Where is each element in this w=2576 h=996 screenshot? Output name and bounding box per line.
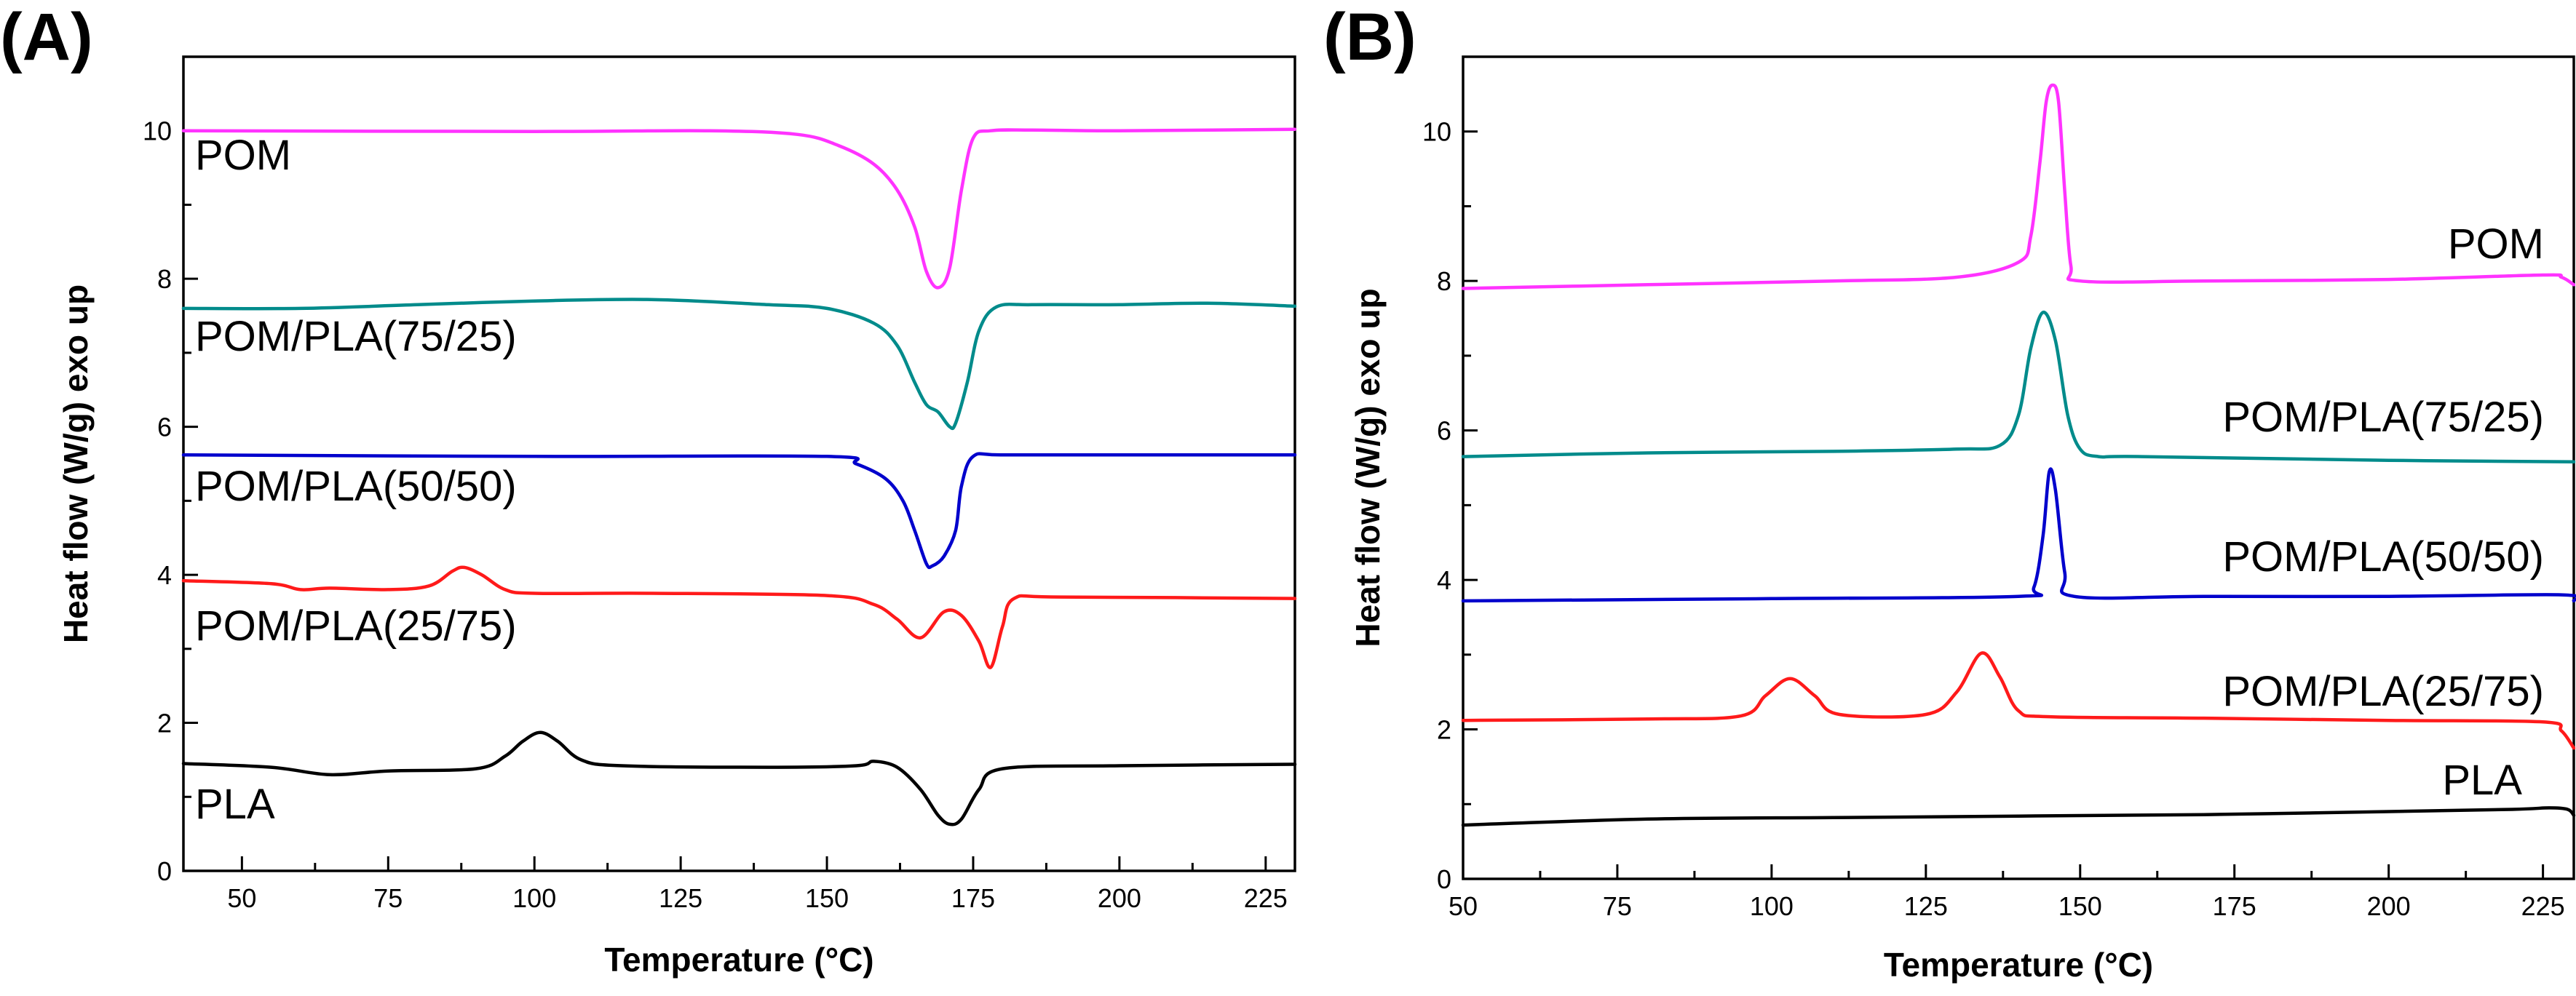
x-tick-label: 75 [1603, 891, 1632, 921]
y-tick-label: 2 [157, 709, 172, 738]
y-tick-label: 8 [157, 264, 172, 294]
y-tick-label: 0 [157, 856, 172, 886]
x-tick-label: 100 [512, 883, 556, 913]
x-tick-label: 175 [2213, 891, 2256, 921]
y-axis-title: Heat flow (W/g) exo up [1349, 288, 1387, 647]
series-line-pom-pla-25-75 [1461, 651, 2576, 750]
x-tick-label: 175 [951, 883, 995, 913]
y-axis-title: Heat flow (W/g) exo up [57, 284, 95, 643]
plot-frame [1462, 55, 2575, 880]
x-tick-label: 75 [373, 883, 403, 913]
x-tick-label: 200 [1098, 883, 1141, 913]
x-tick-label: 225 [2521, 891, 2565, 921]
series-line-pom [181, 127, 1297, 290]
y-tick-label: 6 [157, 413, 172, 442]
y-tick-label: 4 [1437, 565, 1451, 595]
series-label-pla: PLA [195, 781, 275, 828]
series-line-pom-pla-50-50 [1461, 467, 2576, 603]
series-line-pom-pla-50-50 [181, 452, 1297, 570]
series-label-pom-pla-25-75: POM/PLA(25/75) [195, 602, 517, 650]
y-tick-label: 6 [1437, 416, 1451, 446]
plot-frame [182, 55, 1296, 872]
y-tick-label: 2 [1437, 715, 1451, 745]
y-tick-label: 10 [1422, 117, 1451, 147]
panel-label: (B) [1323, 0, 1416, 74]
y-tick-label: 8 [1437, 266, 1451, 296]
series-line-pom-pla-75-25 [1461, 311, 2576, 464]
y-tick-label: 10 [143, 116, 172, 146]
x-tick-label: 50 [1448, 891, 1478, 921]
x-tick-label: 225 [1244, 883, 1288, 913]
x-tick-label: 150 [805, 883, 849, 913]
x-tick-label: 125 [659, 883, 702, 913]
series-label-pla: PLA [2442, 757, 2522, 804]
series-label-pom-pla-50-50: POM/PLA(50/50) [195, 463, 517, 510]
series-label-pom: POM [2448, 220, 2544, 268]
series-line-pom [1461, 83, 2576, 290]
y-tick-label: 0 [1437, 864, 1451, 894]
y-tick-label: 4 [157, 560, 172, 590]
x-tick-label: 150 [2058, 891, 2102, 921]
x-tick-label: 200 [2367, 891, 2411, 921]
panel-b: (B) 50 75 100 125 150 175 200 225 0 2 4 6 8 10 Temperat… [1323, 0, 2576, 984]
series-line-pla [1461, 806, 2576, 827]
series-label-pom-pla-50-50: POM/PLA(50/50) [2222, 533, 2544, 581]
x-axis-title: Temperature (°C) [604, 941, 873, 979]
x-axis-title: Temperature (°C) [1884, 946, 2153, 984]
series-label-pom: POM [195, 132, 291, 179]
panel-label: (A) [0, 0, 93, 74]
series-line-pla [181, 730, 1297, 826]
x-tick-label: 100 [1750, 891, 1794, 921]
series-label-pom-pla-25-75: POM/PLA(25/75) [2222, 668, 2544, 715]
series-label-pom-pla-75-25: POM/PLA(75/25) [2222, 394, 2544, 441]
series-line-pom-pla-75-25 [181, 298, 1297, 431]
x-tick-label: 50 [227, 883, 256, 913]
x-tick-label: 125 [1904, 891, 1948, 921]
series-line-pom-pla-25-75 [181, 565, 1297, 669]
panel-a: (A) 50 75 100 125 150 175 200 225 0 2 4 6 8 10 Temperat… [0, 0, 1297, 979]
series-label-pom-pla-75-25: POM/PLA(75/25) [195, 313, 517, 360]
